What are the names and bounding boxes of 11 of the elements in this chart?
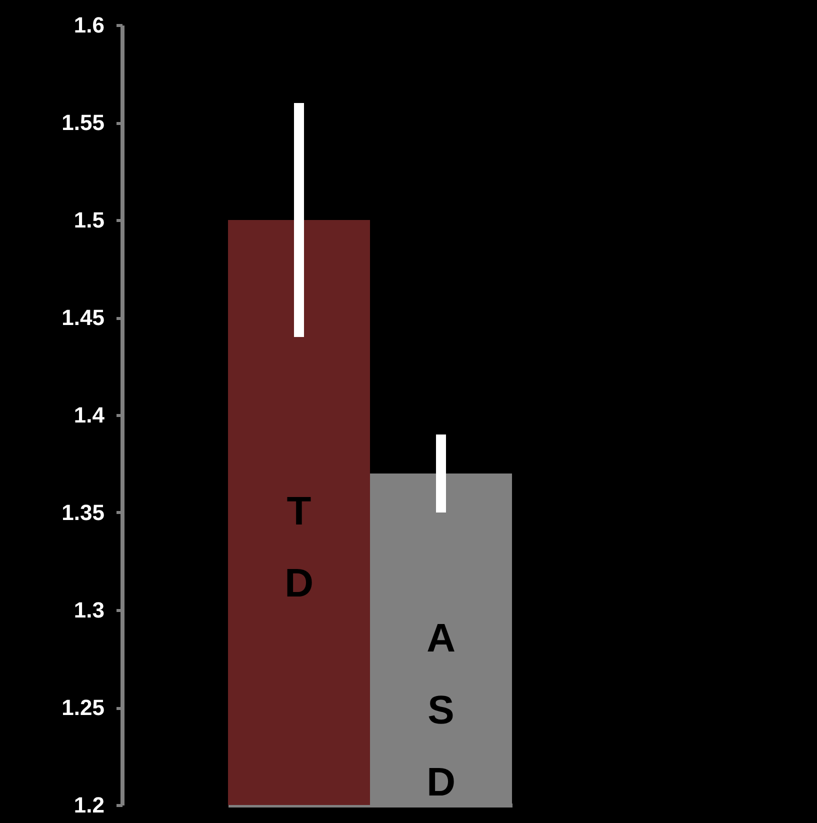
y-tick-label: 1.3 [74,598,104,622]
y-tick-label: 1.35 [62,500,104,525]
x-tick-label: TD [284,490,314,606]
y-tick-label: 1.2 [74,792,104,818]
y-tick-label: 1.6 [74,12,104,38]
y-tick-label: 1.45 [62,305,104,330]
y-tick-label: 1.25 [62,695,104,720]
y-tick-label: 1.55 [62,110,104,135]
y-tick-label: 1.4 [74,402,106,428]
x-tick-label: ASD [426,616,456,804]
y-tick-label: 1.5 [74,208,104,232]
